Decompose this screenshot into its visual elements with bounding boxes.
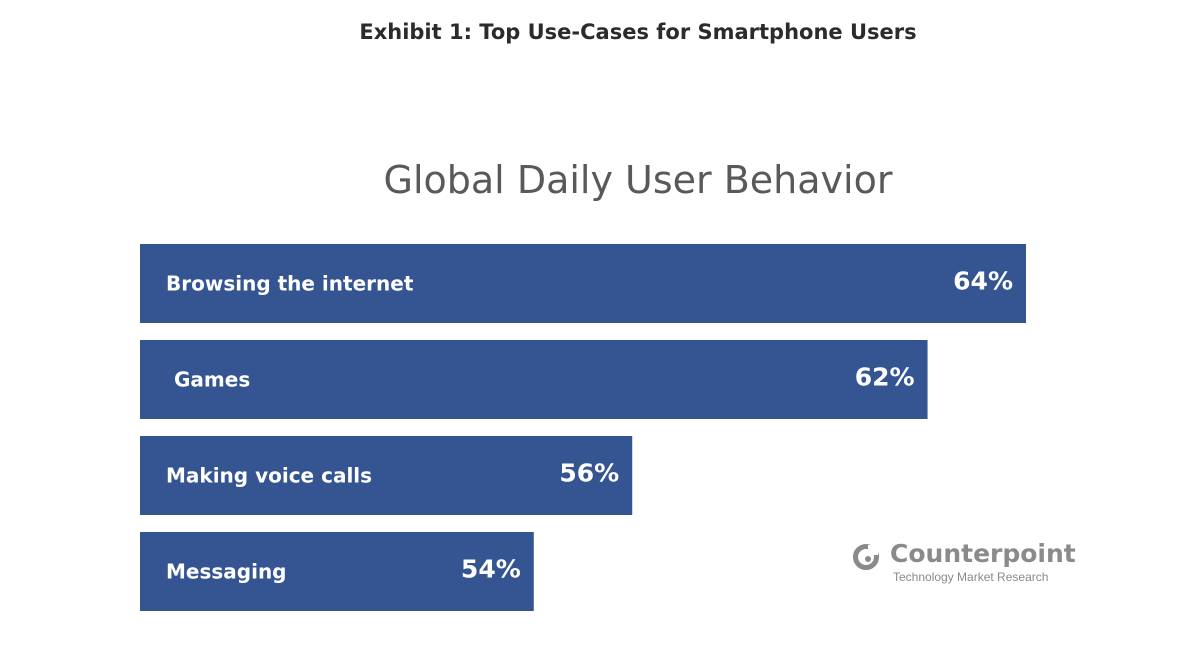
counterpoint-logo: Counterpoint Technology Market Research [853,539,1076,586]
logo-tagline: Technology Market Research [893,570,1049,584]
bar-category-label: Browsing the internet [166,272,414,296]
bar-value-label: 56% [559,459,619,488]
bar-group: Messaging 54% [140,532,534,611]
bar-category-label: Messaging [166,560,287,584]
bar [140,436,633,515]
bar [140,244,1026,323]
bar-value-label: 54% [461,555,521,584]
chart-title: Global Daily User Behavior [383,158,893,202]
counterpoint-logo-icon [853,544,879,570]
bar-value-label: 64% [953,267,1013,296]
logo-name: Counterpoint [890,539,1076,568]
bar-group: Browsing the internet 64% [140,244,1026,323]
bar-value-label: 62% [855,363,915,392]
bar-category-label: Games [174,368,250,392]
bar-group: Games 62% [140,340,928,419]
bar [140,340,928,419]
exhibit-title: Exhibit 1: Top Use-Cases for Smartphone … [359,20,917,44]
bar-category-label: Making voice calls [166,464,372,488]
bar-group: Making voice calls 56% [140,436,633,515]
bar [140,532,534,611]
